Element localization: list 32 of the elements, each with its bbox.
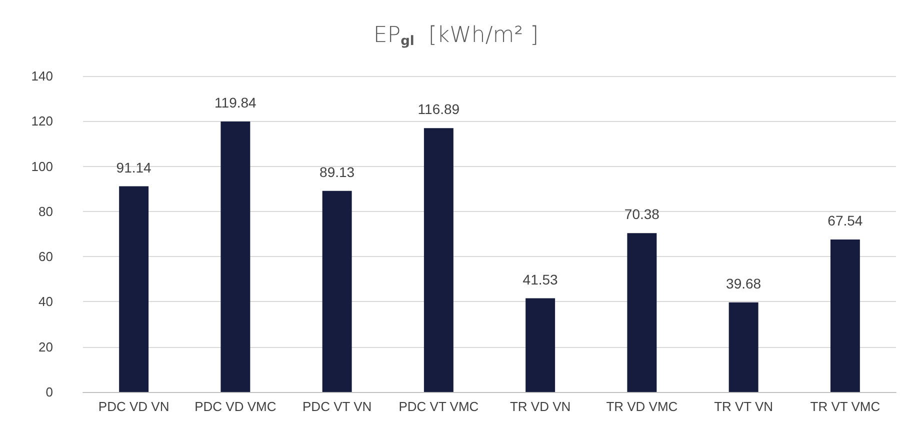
data-label: 67.54 (828, 212, 863, 229)
x-tick-label: TR VT VN (714, 399, 774, 414)
data-label: 41.53 (522, 271, 558, 288)
bar (424, 128, 454, 392)
x-tick-label: PDC VT VN (302, 399, 372, 414)
bar (627, 233, 657, 392)
data-label: 119.84 (214, 94, 257, 111)
y-tick-label: 120 (31, 114, 53, 129)
y-tick-label: 60 (38, 249, 53, 264)
data-label: 89.13 (320, 164, 355, 180)
bar (830, 240, 860, 392)
data-label: 91.14 (116, 159, 152, 176)
y-tick-label: 0 (46, 384, 53, 400)
data-label: 116.89 (418, 101, 460, 118)
bar (119, 186, 149, 392)
y-tick-label: 140 (31, 68, 53, 84)
bar (728, 302, 758, 392)
x-tick-label: TR VT VMC (810, 399, 880, 414)
y-tick-label: 100 (31, 158, 53, 174)
y-tick-label: 80 (38, 204, 53, 219)
data-label: 39.68 (726, 275, 762, 292)
x-tick-label: TR VD VMC (606, 399, 678, 414)
bar (220, 122, 250, 392)
data-label: 70.38 (624, 206, 660, 222)
bar (526, 298, 556, 392)
x-tick-label: PDC VT VMC (398, 399, 479, 414)
bar (322, 190, 352, 392)
x-tick-label: PDC VD VMC (194, 399, 276, 414)
y-tick-label: 40 (38, 294, 53, 310)
x-tick-label: TR VD VN (510, 399, 571, 414)
y-tick-label: 20 (38, 339, 53, 354)
x-tick-label: PDC VD VN (98, 399, 170, 414)
